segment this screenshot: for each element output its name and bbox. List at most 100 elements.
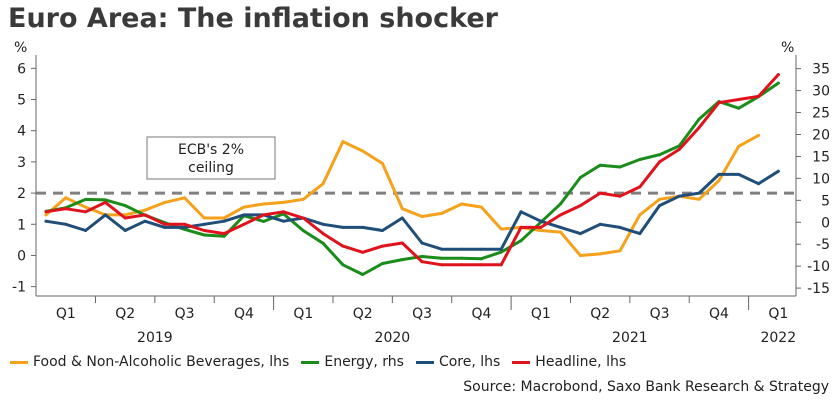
quarter-label: Q2 xyxy=(115,306,135,322)
data-point xyxy=(598,222,602,226)
data-point xyxy=(420,241,424,245)
data-point xyxy=(737,98,741,101)
data-point xyxy=(163,200,167,204)
data-point xyxy=(381,162,384,165)
right-tick-label: 5 xyxy=(821,193,830,209)
data-point xyxy=(143,208,147,212)
data-point xyxy=(400,258,404,262)
legend-label: Energy, rhs xyxy=(324,354,404,370)
data-point xyxy=(717,179,721,183)
data-point xyxy=(103,198,107,202)
data-point xyxy=(301,197,305,201)
data-point xyxy=(84,210,88,214)
legend-item: Energy, rhs xyxy=(301,354,404,370)
data-point xyxy=(64,196,68,200)
data-point xyxy=(677,194,681,198)
data-point xyxy=(658,204,661,208)
data-point xyxy=(697,117,701,121)
annotation-text: ECB's 2% xyxy=(178,142,244,158)
data-point xyxy=(776,73,780,77)
data-point xyxy=(440,211,444,215)
year-label: 2022 xyxy=(760,330,796,346)
data-point xyxy=(658,153,661,157)
data-point xyxy=(776,81,780,85)
left-axis-unit: % xyxy=(14,40,27,56)
data-point xyxy=(262,213,266,217)
data-point xyxy=(361,225,365,229)
data-point xyxy=(341,263,345,267)
data-point xyxy=(143,213,147,217)
data-point xyxy=(202,233,206,237)
data-point xyxy=(559,230,563,234)
data-point xyxy=(341,225,345,229)
legend-swatch xyxy=(512,360,531,364)
data-point xyxy=(103,200,107,204)
data-point xyxy=(222,232,226,236)
data-point xyxy=(44,210,48,214)
data-point xyxy=(84,197,88,201)
legend-label: Food & Non-Alcoholic Beverages, lhs xyxy=(33,354,290,370)
data-point xyxy=(578,204,582,208)
data-point xyxy=(578,176,582,179)
right-tick-label: 30 xyxy=(812,84,830,100)
data-point xyxy=(559,202,563,206)
data-point xyxy=(638,232,642,236)
quarter-label: Q2 xyxy=(590,306,610,322)
data-point xyxy=(460,263,464,267)
quarter-label: Q1 xyxy=(531,306,551,322)
data-point xyxy=(84,229,88,232)
data-point xyxy=(618,249,622,253)
data-point xyxy=(638,185,642,189)
data-point xyxy=(677,147,681,151)
data-point xyxy=(717,172,721,176)
quarter-label: Q4 xyxy=(709,306,729,322)
data-point xyxy=(183,225,186,229)
data-point xyxy=(479,205,483,209)
data-point xyxy=(400,207,404,211)
data-point xyxy=(578,232,582,236)
data-point xyxy=(341,244,345,248)
left-tick-label: 0 xyxy=(17,248,26,264)
data-point xyxy=(440,263,444,267)
data-point xyxy=(123,229,127,232)
data-point xyxy=(242,222,246,226)
data-point xyxy=(183,222,186,226)
data-point xyxy=(143,219,147,223)
data-point xyxy=(737,172,741,176)
data-point xyxy=(361,273,365,276)
data-point xyxy=(519,210,523,214)
quarter-label: Q3 xyxy=(412,306,432,322)
quarter-label: Q1 xyxy=(56,306,76,322)
quarter-label: Q4 xyxy=(471,306,491,322)
data-point xyxy=(539,225,543,229)
left-tick-label: 5 xyxy=(17,93,26,109)
left-tick-label: 6 xyxy=(17,61,26,77)
data-point xyxy=(321,182,325,186)
series-2 xyxy=(44,169,780,251)
data-point xyxy=(737,144,741,148)
data-point xyxy=(222,234,226,238)
data-point xyxy=(202,229,206,232)
data-point xyxy=(618,165,622,169)
legend: Food & Non-Alcoholic Beverages, lhs Energ… xyxy=(10,354,638,370)
left-tick-label: 2 xyxy=(17,186,26,202)
data-point xyxy=(717,101,721,105)
data-point xyxy=(242,205,246,209)
series-line xyxy=(44,169,780,251)
data-point xyxy=(222,219,226,223)
data-point xyxy=(519,239,523,243)
quarter-label: Q1 xyxy=(768,306,788,322)
data-point xyxy=(44,213,48,217)
data-point xyxy=(321,222,325,226)
data-point xyxy=(361,250,365,254)
left-tick-label: 4 xyxy=(17,124,26,140)
data-point xyxy=(460,202,464,206)
legend-swatch xyxy=(301,360,320,364)
right-axis-unit: % xyxy=(781,40,794,56)
legend-item: Headline, lhs xyxy=(512,354,626,370)
quarter-label: Q2 xyxy=(353,306,373,322)
legend-swatch xyxy=(415,360,434,364)
data-point xyxy=(361,149,365,153)
data-point xyxy=(282,210,285,214)
